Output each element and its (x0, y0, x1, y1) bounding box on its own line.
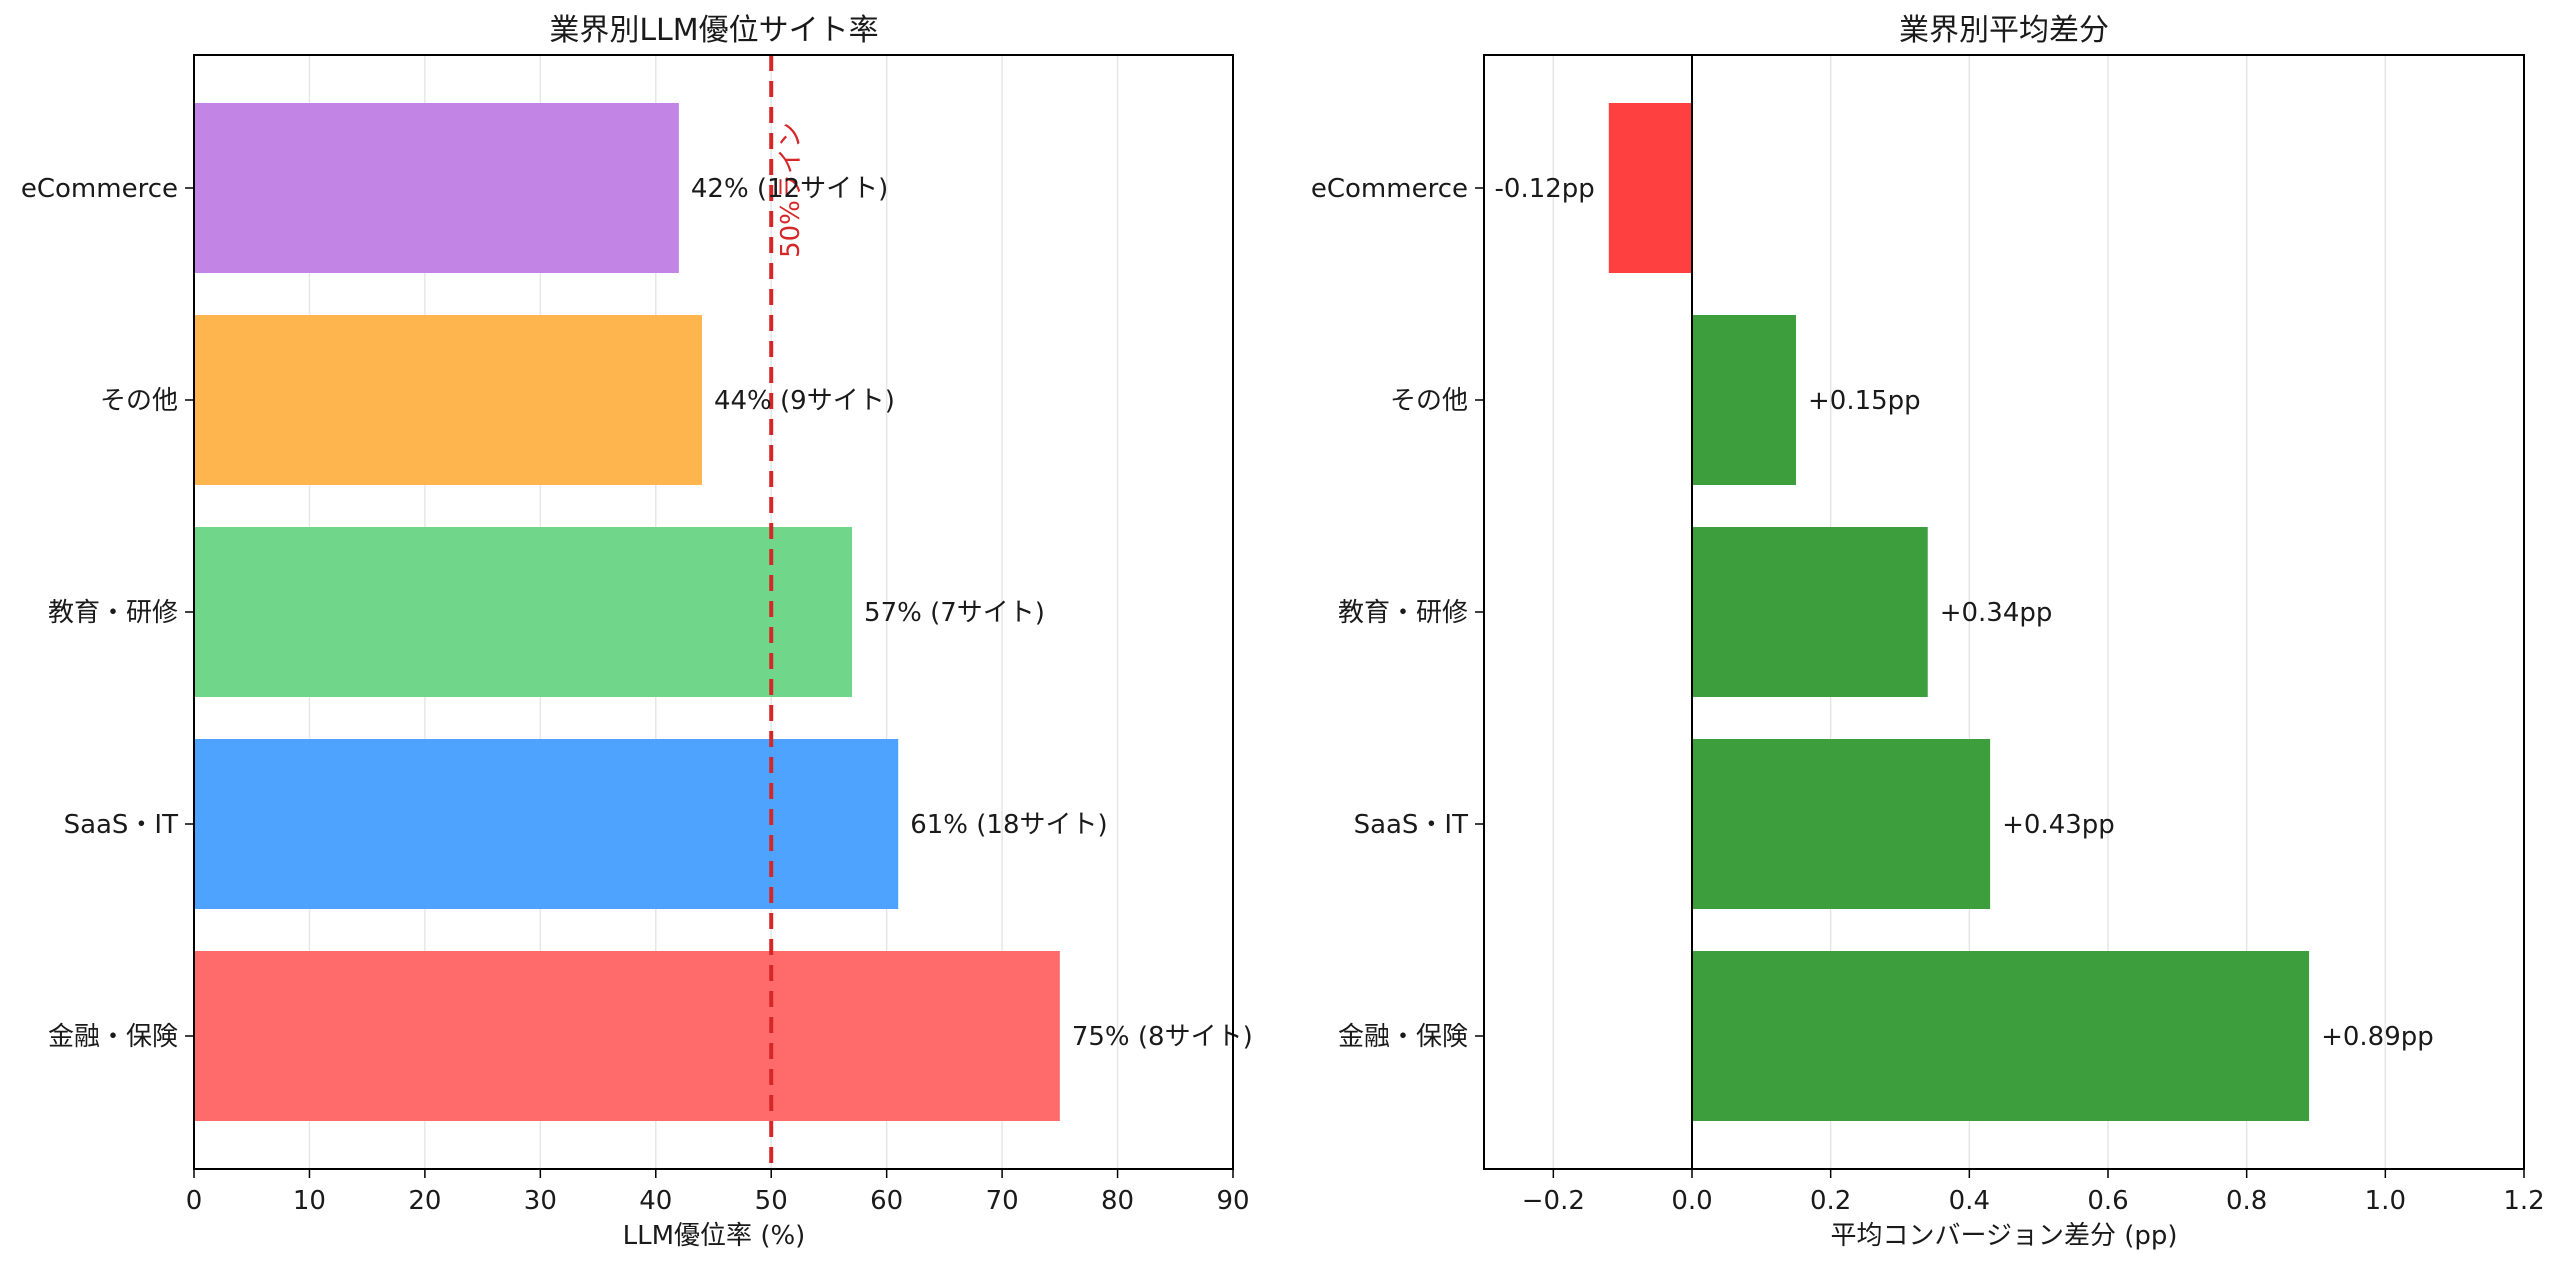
bar-value-label: +0.15pp (1808, 386, 1921, 416)
x-axis-label: LLM優位率 (%) (623, 1221, 806, 1251)
category-label: eCommerce (21, 174, 178, 204)
x-tick-label: −0.2 (1522, 1186, 1585, 1216)
bar-value-label: 75% (8サイト) (1072, 1022, 1253, 1052)
bars (1608, 103, 2310, 1121)
bar-value-label: +0.89pp (2321, 1022, 2434, 1052)
x-tick-label: 40 (639, 1186, 672, 1216)
x-tick-label: 90 (1216, 1186, 1249, 1216)
x-tick-label: 1.0 (2365, 1186, 2406, 1216)
bar (1692, 315, 1796, 485)
category-label: 教育・研修 (1338, 598, 1468, 628)
bar-value-label: -0.12pp (1495, 174, 1595, 204)
bar (194, 527, 853, 697)
category-label: その他 (100, 386, 178, 416)
chart-title: 業界別LLM優位サイト率 (549, 13, 878, 48)
x-tick-label: 1.2 (2503, 1186, 2544, 1216)
bar-value-labels: 75% (8サイト) 61% (18サイト) 57% (7サイト) 44% (9サイト… (691, 174, 1253, 1052)
bar (1692, 527, 1928, 697)
bar-value-label: 61% (18サイト) (910, 810, 1107, 840)
x-tick-label: 0.2 (1810, 1186, 1851, 1216)
bars (194, 103, 1060, 1121)
category-label: 教育・研修 (48, 598, 178, 628)
category-labels: 金融・保険 SaaS・IT 教育・研修 その他 eCommerce (1311, 174, 1484, 1052)
x-tick-label: 30 (524, 1186, 557, 1216)
bar (194, 103, 679, 273)
chart-industry-avg-diff: 業界別平均差分 +0.89pp +0.43pp +0.34pp +0.15pp -0.1… (1311, 13, 2545, 1251)
bar-value-label: +0.34pp (1940, 598, 2053, 628)
x-tick-label: 0.4 (1949, 1186, 1990, 1216)
x-tick-label: 0.0 (1671, 1186, 1712, 1216)
x-tick-label: 0.6 (2087, 1186, 2128, 1216)
plot-frame (193, 54, 1234, 1170)
category-label: 金融・保険 (1338, 1022, 1468, 1052)
x-tick-label: 20 (408, 1186, 441, 1216)
bar (194, 951, 1060, 1121)
category-label: eCommerce (1311, 174, 1468, 204)
x-tick-labels: 0 10 20 30 40 50 60 70 80 90 (186, 1169, 1250, 1216)
bar-value-label: +0.43pp (2002, 810, 2115, 840)
x-tick-label: 10 (293, 1186, 326, 1216)
x-tick-label: 70 (986, 1186, 1019, 1216)
x-axis-label: 平均コンバージョン差分 (pp) (1830, 1221, 2177, 1251)
category-label: SaaS・IT (64, 810, 179, 840)
reference-line-group: 50%ライン (769, 55, 806, 1169)
reference-line-label: 50%ライン (776, 122, 806, 258)
bar-value-label: 44% (9サイト) (714, 386, 895, 416)
bar (1692, 739, 1991, 909)
chart-industry-llm-rate: 業界別LLM優位サイト率 50%ライン 75% (8サイト) 61% (18サイト… (21, 13, 1253, 1251)
chart-title: 業界別平均差分 (1899, 13, 2109, 48)
category-label: SaaS・IT (1354, 810, 1469, 840)
bar (1608, 103, 1692, 273)
x-tick-label: 60 (870, 1186, 903, 1216)
bar-value-label: 42% (12サイト) (691, 174, 888, 204)
bar (194, 315, 702, 485)
x-tick-label: 0.8 (2226, 1186, 2267, 1216)
category-labels: 金融・保険 SaaS・IT 教育・研修 その他 eCommerce (21, 174, 194, 1052)
bar (1692, 951, 2310, 1121)
bar-value-labels: +0.89pp +0.43pp +0.34pp +0.15pp -0.12pp (1495, 174, 2434, 1052)
x-tick-label: 0 (186, 1186, 203, 1216)
x-tick-label: 50 (755, 1186, 788, 1216)
bar (194, 739, 899, 909)
bar-value-label: 57% (7サイト) (864, 598, 1045, 628)
category-label: 金融・保険 (48, 1022, 178, 1052)
plot-frame (1483, 54, 2525, 1170)
category-label: その他 (1390, 386, 1468, 416)
x-tick-label: 80 (1101, 1186, 1134, 1216)
x-tick-labels: −0.2 0.0 0.2 0.4 0.6 0.8 1.0 1.2 (1522, 1169, 2545, 1216)
